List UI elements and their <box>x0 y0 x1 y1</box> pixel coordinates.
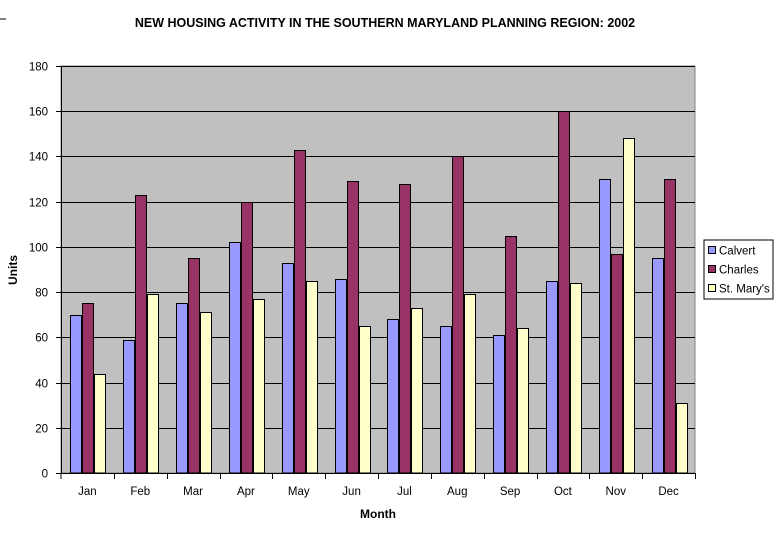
bar-charles-nov <box>611 254 623 474</box>
bar-charles-aug <box>452 156 464 474</box>
bar-st-mary-s-dec <box>676 403 688 474</box>
legend-label: Charles <box>719 265 759 277</box>
bar-charles-sep <box>505 236 517 474</box>
bar-st-mary-s-oct <box>570 283 582 474</box>
legend-label: St. Mary's <box>719 284 770 296</box>
bar-charles-jan <box>82 303 94 474</box>
bar-st-mary-s-sep <box>517 328 529 474</box>
bar-charles-may <box>294 150 306 474</box>
gridlines <box>61 66 695 429</box>
x-tick-label: Oct <box>554 486 573 498</box>
bar-st-mary-s-mar <box>200 312 212 474</box>
chart-title: NEW HOUSING ACTIVITY IN THE SOUTHERN MAR… <box>135 16 635 30</box>
bar-st-mary-s-feb <box>147 294 159 474</box>
legend-label: Calvert <box>719 246 756 258</box>
x-tick-label: Apr <box>237 486 255 498</box>
bar-charles-jul <box>399 184 411 474</box>
bar-calvert-jun <box>335 279 347 474</box>
y-tick-labels: 0 20 40 60 80 100 120 140 160 180 <box>29 62 48 481</box>
y-tick-label: 80 <box>35 288 48 300</box>
y-tick-label: 100 <box>29 243 48 255</box>
bar-calvert-jan <box>70 315 82 474</box>
bar-calvert-mar <box>176 303 188 474</box>
legend-swatch-charles <box>708 265 716 273</box>
y-tick-label: 0 <box>42 469 48 481</box>
x-tick-label: Jun <box>342 486 361 498</box>
legend-swatch-calvert <box>708 246 716 254</box>
x-tick-label: Aug <box>447 486 467 498</box>
bar-charles-dec <box>664 179 676 474</box>
bar-st-mary-s-apr <box>253 299 265 474</box>
bar-calvert-apr <box>229 242 241 474</box>
y-tick-label: 20 <box>35 424 48 436</box>
bar-charles-feb <box>135 195 147 474</box>
y-tick-label: 40 <box>35 379 48 391</box>
bar-st-mary-s-nov <box>623 138 635 474</box>
x-tick-label: Nov <box>606 486 627 498</box>
bar-st-mary-s-may <box>306 281 318 474</box>
bar-calvert-aug <box>440 326 452 474</box>
y-tick-label: 160 <box>29 107 48 119</box>
x-tick-label: Feb <box>130 486 150 498</box>
bar-calvert-oct <box>546 281 558 474</box>
bar-calvert-nov <box>599 179 611 474</box>
bar-charles-apr <box>241 202 253 474</box>
x-tick-label: Sep <box>500 486 520 498</box>
x-tick-label: May <box>288 486 310 498</box>
bar-calvert-may <box>282 263 294 474</box>
axes <box>56 66 696 479</box>
y-tick-label: 120 <box>29 198 48 210</box>
bar-calvert-sep <box>493 335 505 474</box>
x-tick-label: Jan <box>78 486 97 498</box>
bar-st-mary-s-aug <box>464 294 476 474</box>
bar-st-mary-s-jun <box>359 326 371 474</box>
bar-st-mary-s-jan <box>94 374 106 474</box>
y-tick-label: 140 <box>29 152 48 164</box>
legend: Calvert Charles St. Mary's <box>703 239 774 300</box>
y-tick-label: 180 <box>29 62 48 74</box>
bar-charles-mar <box>188 258 200 474</box>
bar-charles-jun <box>347 181 359 474</box>
y-tick-label: 60 <box>35 333 48 345</box>
x-tick-label: Mar <box>183 486 203 498</box>
x-tick-label: Dec <box>658 486 679 498</box>
bar-charles-oct <box>558 111 570 474</box>
bar-calvert-jul <box>387 319 399 474</box>
bar-calvert-feb <box>123 340 135 474</box>
bar-st-mary-s-jul <box>411 308 423 474</box>
bars <box>70 111 688 474</box>
x-tick-label: Jul <box>397 486 412 498</box>
bar-calvert-dec <box>652 258 664 474</box>
y-axis-label: Units <box>6 255 20 285</box>
x-axis-label: Month <box>360 507 396 521</box>
x-tick-labels: Jan Feb Mar Apr May Jun Jul Aug Sep Oct Nov Dec <box>78 486 679 498</box>
legend-swatch-st-mary-s <box>708 284 716 292</box>
